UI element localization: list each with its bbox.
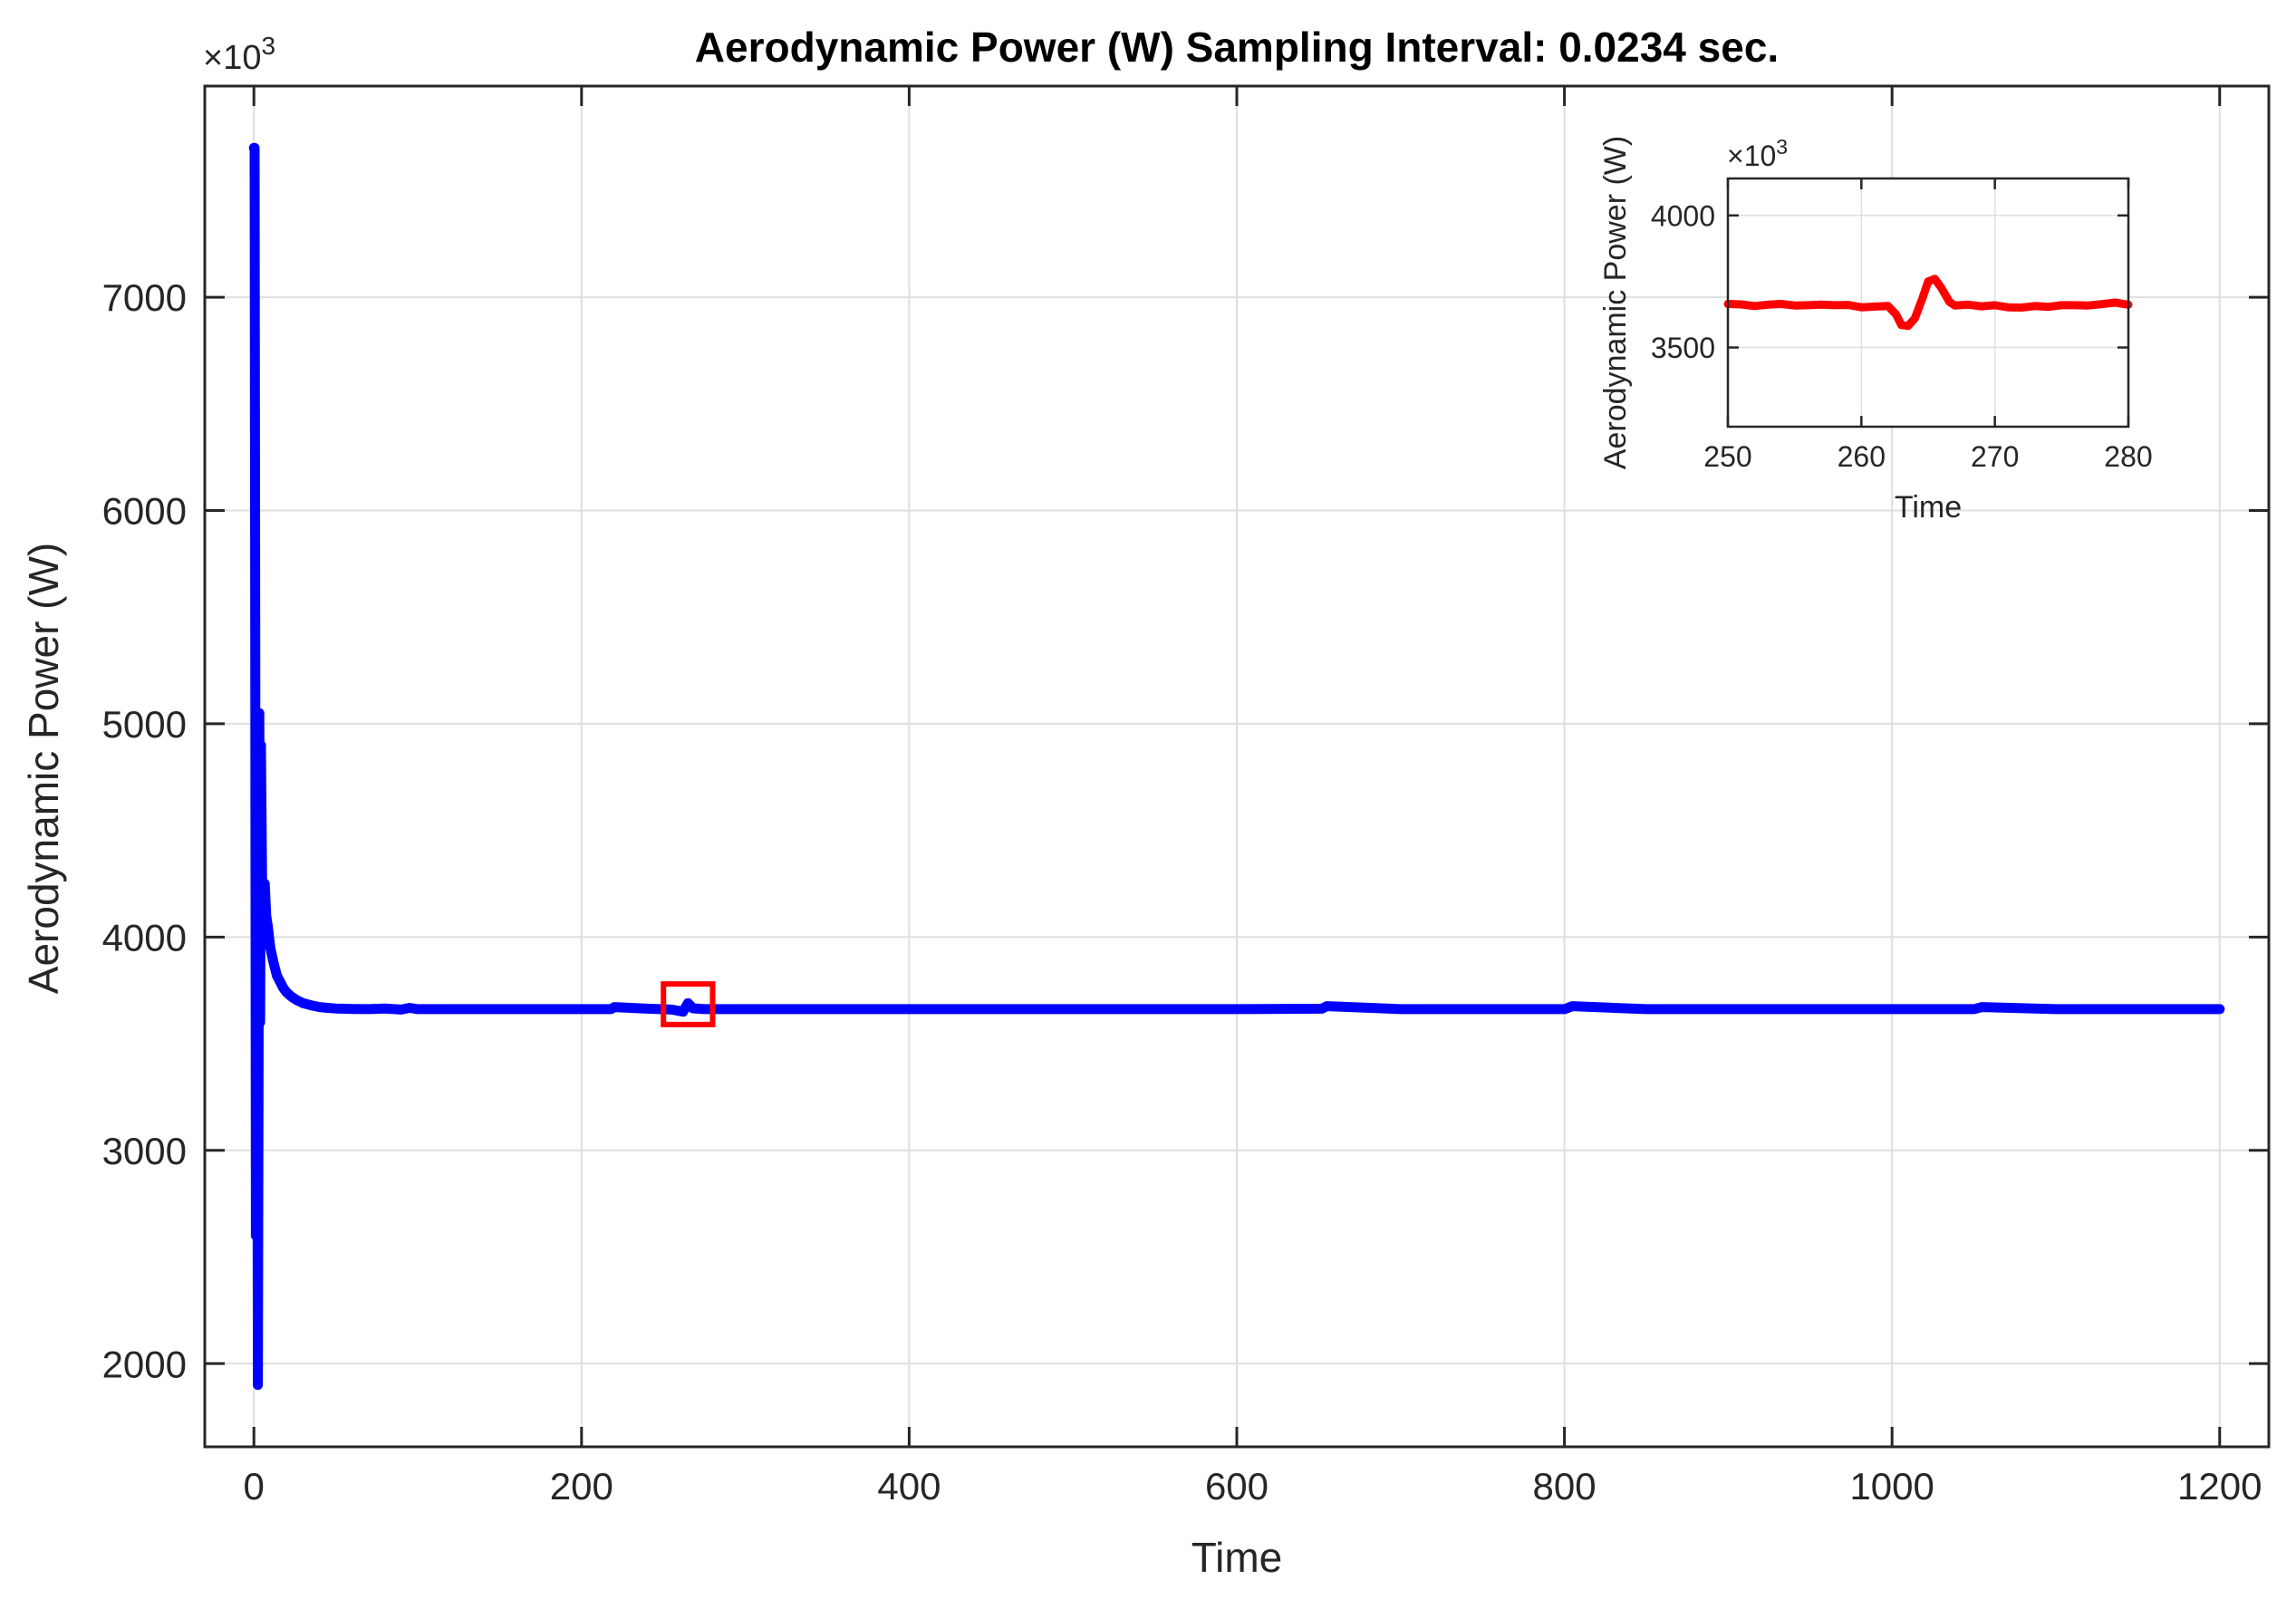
x-tick-label: 0 bbox=[244, 1465, 265, 1507]
x-tick-label: 600 bbox=[1205, 1465, 1269, 1507]
series-line bbox=[248, 142, 2225, 1391]
inset-y-axis-label: Aerodynamic Power (W) bbox=[1598, 136, 1633, 469]
inset-axes-box bbox=[1726, 177, 2130, 429]
inset-axes: 250 260 270 280 3500 4000 Time Aerodynamic Po… bbox=[1598, 135, 2153, 525]
x-tick-label: 400 bbox=[877, 1465, 941, 1507]
x-tick-label: 200 bbox=[550, 1465, 613, 1507]
main-tick-marks bbox=[205, 86, 2269, 1447]
zoom-highlight-layer bbox=[661, 981, 716, 1027]
main-y-axis-label: Aerodynamic Power (W) bbox=[20, 543, 67, 994]
main-chart-title: Aerodynamic Power (W) Sampling Interval:… bbox=[695, 24, 1779, 71]
y-tick-label: 3500 bbox=[1651, 332, 1715, 364]
y-tick-label: 7000 bbox=[102, 276, 187, 319]
x-tick-label: 280 bbox=[2104, 440, 2152, 473]
main-x-axis-label: Time bbox=[1191, 1534, 1283, 1581]
inset-series-layer bbox=[1723, 275, 2133, 331]
x-tick-label: 260 bbox=[1838, 440, 1886, 473]
x-tick-label: 800 bbox=[1533, 1465, 1597, 1507]
y-tick-label: 5000 bbox=[102, 703, 187, 746]
series-line bbox=[1723, 275, 2133, 331]
inset-y-exponent: ×103 bbox=[1727, 135, 1788, 172]
x-tick-label: 1200 bbox=[2177, 1465, 2262, 1507]
zoom-highlight-box bbox=[661, 981, 716, 1027]
y-tick-label: 4000 bbox=[102, 916, 187, 958]
y-tick-label: 4000 bbox=[1651, 199, 1715, 232]
inset-x-axis-label: Time bbox=[1895, 490, 1962, 525]
main-series-layer bbox=[248, 142, 2225, 1391]
y-tick-label: 3000 bbox=[102, 1130, 187, 1172]
y-tick-label: 6000 bbox=[102, 490, 187, 533]
main-y-exponent: ×103 bbox=[203, 32, 275, 77]
x-tick-label: 1000 bbox=[1849, 1465, 1934, 1507]
x-tick-label: 250 bbox=[1703, 440, 1751, 473]
x-tick-label: 270 bbox=[1971, 440, 2019, 473]
inset-tick-labels: 250 260 270 280 3500 4000 bbox=[1651, 199, 2153, 473]
main-tick-labels: 0 200 400 600 800 1000 1200 2000 3000 4000 5000 600… bbox=[102, 276, 2262, 1507]
y-tick-label: 2000 bbox=[102, 1343, 187, 1385]
inset-tick-marks bbox=[1726, 178, 2130, 427]
